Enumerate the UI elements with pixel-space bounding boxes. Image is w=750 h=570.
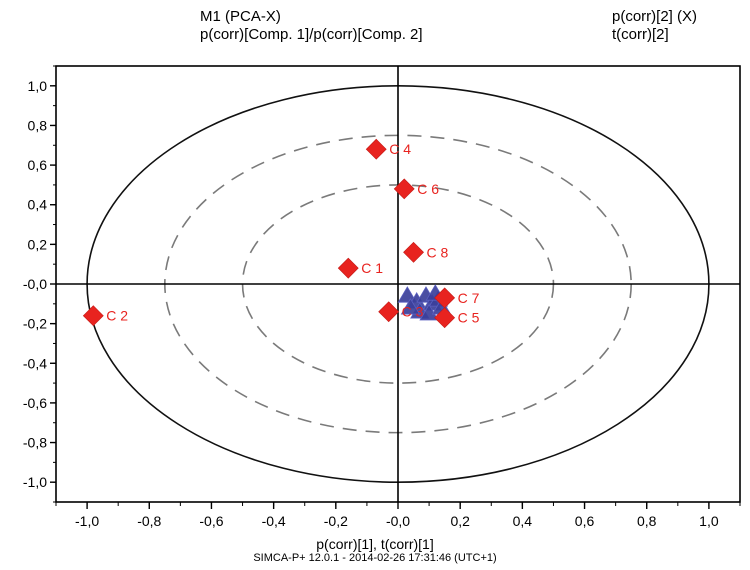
point-label: C 7 (458, 290, 480, 306)
y-tick-label: -0,0 (23, 276, 47, 292)
x-tick-label: -0,4 (262, 513, 286, 529)
point-label: C 2 (106, 308, 128, 324)
y-tick-label: -0,8 (23, 435, 47, 451)
footer-text: SIMCA-P+ 12.0.1 - 2014-02-26 17:31:46 (U… (253, 552, 497, 564)
x-tick-label: 0,4 (513, 513, 533, 529)
loading-diamond-marker (434, 307, 456, 329)
score-triangle-marker (397, 286, 418, 303)
y-tick-label: -0,6 (23, 395, 47, 411)
loading-diamond-marker (82, 305, 104, 327)
x-tick-label: -0,8 (137, 513, 161, 529)
point-label: C 1 (361, 260, 383, 276)
legend-entry-loadings: p(corr)[2] (X) (612, 8, 698, 25)
loading-diamond-marker (365, 138, 387, 160)
chart-subtitle: p(corr)[Comp. 1]/p(corr)[Comp. 2] (200, 26, 423, 43)
y-tick-label: 0,4 (28, 197, 48, 213)
loading-diamond-marker (403, 241, 424, 263)
x-tick-label: -0,0 (386, 513, 410, 529)
y-tick-label: -0,4 (23, 355, 47, 371)
x-tick-label: 0,2 (450, 513, 470, 529)
x-axis-label: p(corr)[1], t(corr)[1] (316, 536, 434, 552)
score-triangle-marker (400, 297, 421, 315)
y-tick-label: 1,0 (28, 78, 48, 94)
x-tick-label: -0,2 (324, 513, 348, 529)
y-tick-label: -1,0 (23, 474, 47, 490)
point-label: C 6 (417, 181, 439, 197)
loading-diamond-marker (337, 257, 359, 279)
x-tick-label: 0,8 (637, 513, 657, 529)
x-tick-label: 1,0 (699, 513, 719, 529)
x-tick-label: 0,6 (575, 513, 595, 529)
chart-title: M1 (PCA-X) (200, 8, 281, 25)
x-tick-label: -1,0 (75, 513, 99, 529)
y-tick-label: 0,8 (28, 117, 48, 133)
legend-entry-scores: t(corr)[2] (612, 26, 669, 43)
point-label: C 8 (427, 244, 449, 260)
point-label: C 5 (458, 310, 480, 326)
point-label: C 4 (389, 141, 411, 157)
y-tick-label: 0,6 (28, 157, 48, 173)
loading-diamond-marker (378, 301, 400, 323)
point-label: C 3 (402, 304, 424, 320)
x-tick-label: -0,6 (199, 513, 223, 529)
y-tick-label: -0,2 (23, 316, 47, 332)
loading-diamond-marker (393, 178, 415, 200)
y-tick-label: 0,2 (28, 236, 48, 252)
